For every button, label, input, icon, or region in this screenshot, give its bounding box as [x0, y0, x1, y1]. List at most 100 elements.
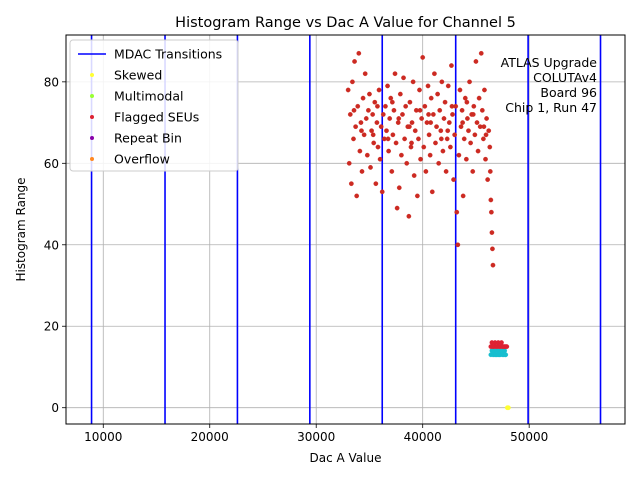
flagged-seus-point	[421, 144, 427, 150]
flagged-seus-point	[437, 108, 443, 113]
flagged-seus-point	[468, 140, 473, 146]
flagged-seus-point	[426, 112, 431, 117]
flagged-seus-point	[451, 177, 456, 182]
flagged-seus-point	[416, 136, 421, 142]
flagged-seus-point	[393, 140, 399, 146]
flagged-seus-point	[369, 128, 374, 134]
flagged-seus-point	[359, 128, 364, 134]
flagged-seus-point	[378, 124, 384, 129]
flagged-seus-point	[448, 144, 453, 150]
flagged-seus-point	[454, 209, 460, 215]
flagged-seus-point	[361, 132, 367, 138]
flagged-seus-point	[436, 160, 442, 166]
flagged-seus-point	[373, 181, 379, 187]
flagged-seus-point	[460, 120, 465, 125]
flagged-seus-point	[467, 79, 472, 85]
flagged-seus-point	[376, 87, 382, 93]
flagged-seus-point	[372, 99, 378, 105]
flagged-seus-point	[470, 112, 476, 117]
legend-marker-skewed	[90, 73, 94, 77]
legend-marker-repeat-bin	[90, 136, 94, 140]
flagged-seus-point	[483, 156, 488, 162]
flagged-seus-point	[399, 152, 404, 158]
flagged-seus-point	[489, 230, 495, 235]
flagged-seus-point	[439, 79, 445, 85]
y-tick-label: 20	[44, 320, 59, 334]
flagged-seus-point	[462, 95, 468, 101]
flagged-seus-point	[363, 116, 369, 121]
flagged-seus-point	[425, 83, 431, 89]
flagged-seus-point	[418, 156, 423, 162]
flagged-seus-point	[402, 136, 407, 142]
flagged-seus-point	[481, 124, 487, 129]
flagged-seus-point	[387, 116, 393, 121]
flagged-seus-point	[362, 71, 368, 77]
flagged-seus-point	[392, 71, 398, 77]
flagged-seus-point	[364, 152, 370, 158]
legend-label-overflow: Overflow	[114, 152, 170, 167]
flagged-seus-point	[354, 193, 360, 199]
flagged-seus-point	[487, 144, 493, 150]
flagged-seus-point	[438, 128, 444, 134]
flagged-seus-point	[360, 95, 366, 101]
flagged-seus-point	[489, 209, 494, 215]
flagged-seus-point	[406, 213, 412, 219]
flagged-seus-point	[400, 112, 405, 117]
flagged-seus-point	[419, 116, 424, 121]
flagged-seus-point	[375, 144, 381, 150]
flagged-seus-point	[458, 124, 464, 129]
flagged-seus-point	[357, 148, 363, 154]
flagged-seus-point	[409, 140, 414, 146]
flagged-seus-point	[351, 108, 357, 113]
flagged-seus-point	[411, 173, 417, 178]
flagged-seus-point	[345, 87, 351, 93]
flagged-seus-point	[455, 242, 461, 248]
flagged-seus-point	[434, 124, 439, 129]
flagged-seus-point	[397, 91, 403, 97]
flagged-seus-point	[486, 128, 492, 134]
annotation-line-4: Chip 1, Run 47	[505, 100, 597, 115]
flagged-seus-point	[390, 132, 396, 138]
flagged-seus-point	[479, 108, 485, 113]
flagged-seus-point	[464, 99, 470, 105]
flagged-low-range-point	[504, 344, 510, 349]
legend-label-skewed: Skewed	[114, 68, 162, 83]
flagged-seus-point	[422, 103, 428, 109]
low-range-cluster-point	[499, 348, 505, 354]
flagged-seus-point	[441, 116, 447, 121]
flagged-seus-point	[380, 112, 386, 117]
x-tick-label: 30000	[297, 430, 335, 444]
annotation-line-2: COLUTAv4	[533, 70, 597, 85]
flagged-seus-point	[470, 169, 476, 174]
chart-title: Histogram Range vs Dac A Value for Chann…	[175, 15, 516, 31]
flagged-seus-point	[346, 160, 352, 166]
flagged-seus-point	[429, 189, 435, 195]
flagged-seus-point	[473, 59, 479, 64]
flagged-seus-point	[349, 181, 354, 187]
legend-marker-flagged-seus	[90, 115, 94, 119]
y-tick-label: 80	[44, 75, 59, 89]
x-tick-label: 50000	[510, 430, 548, 444]
flagged-seus-point	[461, 136, 467, 142]
flagged-seus-point	[377, 156, 383, 162]
y-tick-label: 40	[44, 238, 59, 252]
flagged-seus-point	[423, 169, 429, 174]
legend-label-repeat-bin: Repeat Bin	[114, 131, 182, 146]
flagged-seus-point	[450, 112, 455, 117]
flagged-seus-point	[358, 120, 364, 125]
flagged-seus-point	[472, 132, 478, 138]
flagged-seus-point	[394, 205, 400, 211]
flagged-seus-point	[440, 148, 446, 154]
flagged-seus-point	[488, 197, 494, 203]
flagged-low-range-point	[499, 340, 504, 345]
flagged-seus-point	[404, 160, 410, 166]
flagged-seus-point	[449, 103, 455, 109]
x-axis-label: Dac A Value	[310, 451, 382, 465]
flagged-seus-point	[396, 185, 402, 191]
flagged-seus-point	[388, 95, 394, 101]
flagged-seus-point	[370, 112, 376, 117]
flagged-seus-point	[384, 128, 389, 134]
flagged-seus-point	[370, 132, 376, 138]
x-tick-label: 10000	[84, 430, 122, 444]
flagged-seus-point	[353, 124, 358, 129]
